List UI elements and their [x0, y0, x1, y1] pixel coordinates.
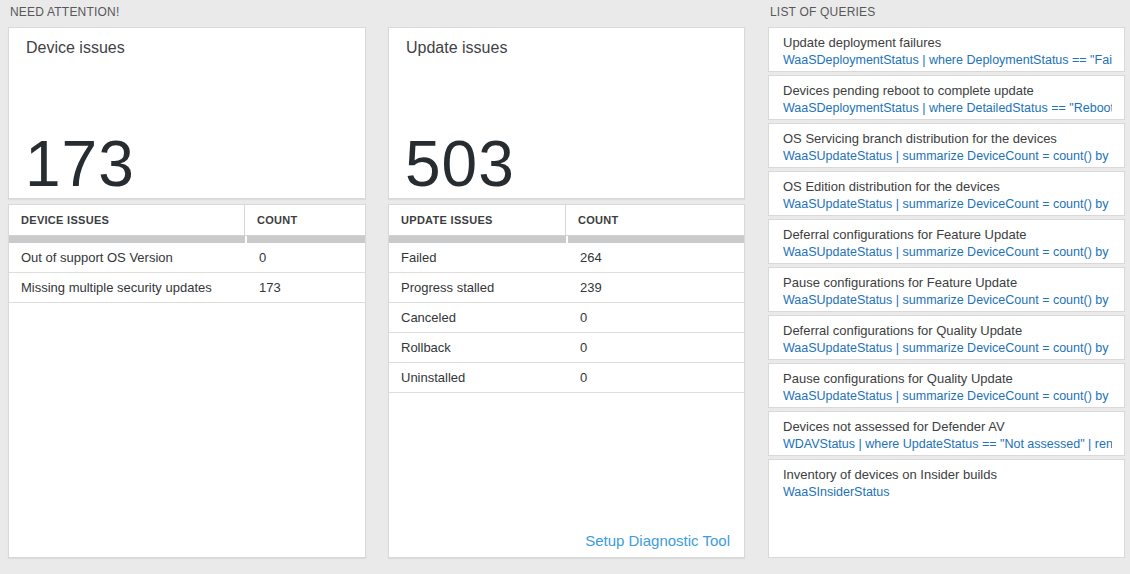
- device-issue-count: 173: [245, 280, 365, 295]
- device-issue-label: Out of support OS Version: [9, 250, 245, 265]
- device-issues-tile[interactable]: Device issues 173: [8, 27, 366, 199]
- update-issue-label: Uninstalled: [389, 370, 566, 385]
- update-issues-table: UPDATE ISSUES COUNT Failed 264 Progress …: [388, 204, 745, 558]
- query-title: Pause configurations for Quality Update: [783, 371, 1112, 386]
- update-issues-tile[interactable]: Update issues 503: [388, 27, 745, 199]
- query-text: WaaSUpdateStatus | summarize DeviceCount…: [783, 149, 1112, 163]
- table-row: Missing multiple security updates 173: [9, 273, 365, 303]
- query-title: Inventory of devices on Insider builds: [783, 467, 1112, 482]
- query-item-defender-av-not-assessed[interactable]: Devices not assessed for Defender AV WDA…: [768, 411, 1125, 456]
- query-item-pause-quality-update[interactable]: Pause configurations for Quality Update …: [768, 363, 1125, 408]
- device-issues-table: DEVICE ISSUES COUNT Out of support OS Ve…: [8, 204, 366, 558]
- device-table-header-issues: DEVICE ISSUES: [9, 205, 245, 235]
- device-issues-count: 173: [25, 132, 135, 196]
- update-issue-count: 264: [566, 250, 744, 265]
- query-text: WaaSDeploymentStatus | where DeploymentS…: [783, 53, 1112, 67]
- query-item-os-edition-distribution[interactable]: OS Edition distribution for the devices …: [768, 171, 1125, 216]
- update-issue-count: 0: [566, 370, 744, 385]
- table-row: Rollback 0: [389, 333, 744, 363]
- table-row: Progress stalled 239: [389, 273, 744, 303]
- device-issues-title: Device issues: [26, 39, 125, 57]
- update-issue-label: Canceled: [389, 310, 566, 325]
- device-issue-count: 0: [245, 250, 365, 265]
- query-title: Devices not assessed for Defender AV: [783, 419, 1112, 434]
- query-text: WaaSInsiderStatus: [783, 485, 1112, 499]
- query-title: Deferral configurations for Feature Upda…: [783, 227, 1112, 242]
- query-text: WaaSUpdateStatus | summarize DeviceCount…: [783, 197, 1112, 211]
- update-table-header: UPDATE ISSUES COUNT: [389, 205, 744, 236]
- update-issue-count: 239: [566, 280, 744, 295]
- update-issue-count: 0: [566, 310, 744, 325]
- update-table-header-shadow: [389, 236, 744, 243]
- query-title: Update deployment failures: [783, 35, 1112, 50]
- table-row: Canceled 0: [389, 303, 744, 333]
- query-item-devices-pending-reboot[interactable]: Devices pending reboot to complete updat…: [768, 75, 1125, 120]
- table-row: Failed 264: [389, 243, 744, 273]
- update-issue-label: Progress stalled: [389, 280, 566, 295]
- table-row: Out of support OS Version 0: [9, 243, 365, 273]
- device-table-header-shadow: [9, 236, 365, 243]
- update-issues-title: Update issues: [406, 39, 507, 57]
- query-text: WDAVStatus | where UpdateStatus == "Not …: [783, 437, 1112, 451]
- update-issues-count: 503: [405, 132, 515, 196]
- query-title: Devices pending reboot to complete updat…: [783, 83, 1112, 98]
- setup-diagnostic-tool-link[interactable]: Setup Diagnostic Tool: [585, 532, 730, 549]
- update-issue-label: Rollback: [389, 340, 566, 355]
- query-text: WaaSUpdateStatus | summarize DeviceCount…: [783, 293, 1112, 307]
- query-text: WaaSDeploymentStatus | where DetailedSta…: [783, 101, 1112, 115]
- update-table-header-count: COUNT: [566, 205, 744, 235]
- table-row: Uninstalled 0: [389, 363, 744, 393]
- device-table-header-count: COUNT: [245, 205, 365, 235]
- device-issue-label: Missing multiple security updates: [9, 280, 245, 295]
- query-item-pause-feature-update[interactable]: Pause configurations for Feature Update …: [768, 267, 1125, 312]
- query-item-os-servicing-branch[interactable]: OS Servicing branch distribution for the…: [768, 123, 1125, 168]
- query-text: WaaSUpdateStatus | summarize DeviceCount…: [783, 245, 1112, 259]
- query-title: OS Servicing branch distribution for the…: [783, 131, 1112, 146]
- device-table-header: DEVICE ISSUES COUNT: [9, 205, 365, 236]
- update-issue-count: 0: [566, 340, 744, 355]
- query-title: Pause configurations for Feature Update: [783, 275, 1112, 290]
- update-table-header-issues: UPDATE ISSUES: [389, 205, 566, 235]
- query-title: OS Edition distribution for the devices: [783, 179, 1112, 194]
- query-item-insider-builds-inventory[interactable]: Inventory of devices on Insider builds W…: [768, 459, 1125, 558]
- need-attention-section-label: NEED ATTENTION!: [10, 5, 119, 19]
- query-item-update-deployment-failures[interactable]: Update deployment failures WaaSDeploymen…: [768, 27, 1125, 72]
- list-of-queries-section-label: LIST OF QUERIES: [770, 5, 875, 19]
- update-issue-label: Failed: [389, 250, 566, 265]
- query-text: WaaSUpdateStatus | summarize DeviceCount…: [783, 389, 1112, 403]
- query-item-deferral-feature-update[interactable]: Deferral configurations for Feature Upda…: [768, 219, 1125, 264]
- query-item-deferral-quality-update[interactable]: Deferral configurations for Quality Upda…: [768, 315, 1125, 360]
- query-title: Deferral configurations for Quality Upda…: [783, 323, 1112, 338]
- query-text: WaaSUpdateStatus | summarize DeviceCount…: [783, 341, 1112, 355]
